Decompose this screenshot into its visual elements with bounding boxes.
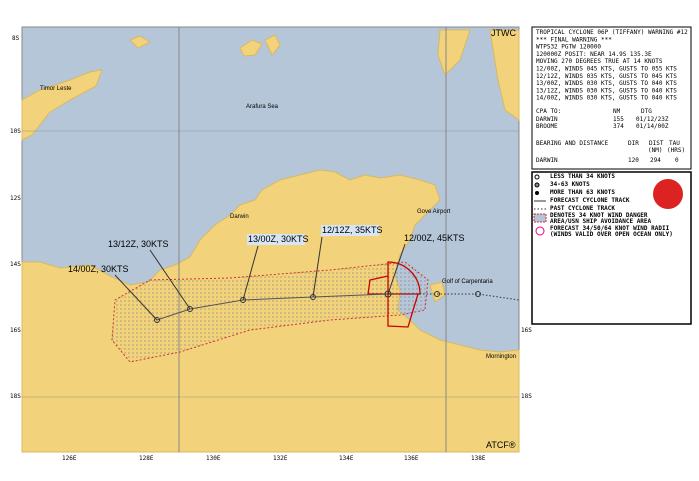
label-bg <box>321 225 379 236</box>
land <box>239 39 263 57</box>
lon-label: 138E <box>471 455 486 462</box>
info-text: 12/12Z, WINDS 035 KTS, GUSTS TO 045 KTS <box>536 73 677 80</box>
legend-text: DENOTES 34 KNOT WIND DANGER <box>550 212 648 219</box>
place-label: Mornington <box>486 354 516 360</box>
legend-text: 34-63 KNOTS <box>550 181 590 188</box>
lat-label: 10S <box>10 128 21 135</box>
land <box>129 35 152 49</box>
lat-label: 16S <box>521 327 532 334</box>
lon-label: 130E <box>206 455 221 462</box>
info-text: (HRS) <box>667 147 685 154</box>
legend-text: FORECAST CYCLONE TRACK <box>550 197 630 204</box>
lat-label: 14S <box>10 261 21 268</box>
track-point <box>384 290 392 298</box>
legend-text: AREA/USN SHIP AVOIDANCE AREA <box>550 218 652 225</box>
lon-label: 134E <box>339 455 354 462</box>
agency-label: JTWC <box>491 28 516 38</box>
legend-symbol <box>535 226 545 236</box>
forecast-label: 13/00Z, 30KTS <box>248 234 309 244</box>
info-text: TAU <box>669 140 680 147</box>
lon-label: 136E <box>404 455 419 462</box>
info-text: 294 <box>650 157 661 164</box>
wind-radii <box>367 261 421 328</box>
legend-symbol <box>534 182 540 188</box>
info-text: BEARING AND DISTANCE <box>536 140 609 147</box>
info-text: 120 <box>628 157 639 164</box>
track-point <box>187 306 193 312</box>
info-text: *** FINAL WARNING *** <box>536 36 612 43</box>
info-text: BROOME <box>536 123 558 130</box>
place-label: Darwin <box>230 214 249 220</box>
info-text: CPA TO: <box>536 108 561 115</box>
land <box>264 34 281 56</box>
legend-text: (WINDS VALID OVER OPEN OCEAN ONLY) <box>550 231 673 238</box>
legend-text: FORECAST 34/50/64 KNOT WIND RADII <box>550 225 670 232</box>
info-text: DARWIN <box>536 157 558 164</box>
footer-label: ATCF® <box>486 440 516 450</box>
legend-symbol <box>533 213 547 223</box>
info-text: DARWIN <box>536 116 558 123</box>
info-box: TROPICAL CYCLONE 06P (TIFFANY) WARNING #… <box>531 26 692 170</box>
past-track <box>388 293 520 301</box>
lat-label: 8S <box>12 35 20 42</box>
leader-line <box>149 249 191 310</box>
leader-line <box>312 236 323 298</box>
info-text: WTPS32 PGTW 120000 <box>536 44 601 51</box>
leader-line <box>387 243 406 295</box>
forecast-label: 12/00Z, 45KTS <box>404 233 465 243</box>
info-text: DTG <box>641 108 652 115</box>
legend-text: LESS THAN 34 KNOTS <box>550 173 615 180</box>
logo <box>653 179 683 209</box>
lon-label: 128E <box>139 455 154 462</box>
info-text: NM <box>613 108 621 115</box>
place-label: Arafura Sea <box>246 104 279 110</box>
legend-symbol <box>534 174 540 180</box>
legend-text: PAST CYCLONE TRACK <box>550 205 615 212</box>
info-text: MOVING 270 DEGREES TRUE AT 14 KNOTS <box>536 58 663 65</box>
info-text: TROPICAL CYCLONE 06P (TIFFANY) WARNING #… <box>536 29 688 36</box>
forecast-label: 14/00Z, 30KTS <box>68 264 129 274</box>
forecast-label: 13/12Z, 30KTS <box>108 239 169 249</box>
info-text: 13/00Z, WINDS 030 KTS, GUSTS TO 040 KTS <box>536 80 677 87</box>
info-text: 374 <box>613 123 624 130</box>
lat-label: 18S <box>521 393 532 400</box>
map: 12/00Z, 45KTS 12/12Z, 35KTS 13/00Z, 30KT… <box>10 26 532 462</box>
label-bg <box>247 234 305 245</box>
land <box>21 69 103 141</box>
info-frame <box>531 26 692 170</box>
lon-label: 126E <box>62 455 77 462</box>
danger-area <box>111 261 429 363</box>
lon-label: 132E <box>273 455 288 462</box>
track-point <box>475 291 481 297</box>
info-text: DIR <box>628 140 639 147</box>
info-text: 01/12/23Z <box>636 116 669 123</box>
info-text: (NM) <box>648 147 662 154</box>
info-text: 120000Z POSIT: NEAR 14.9S 135.3E <box>536 51 652 58</box>
info-text: DIST <box>649 140 664 147</box>
legend-text: MORE THAN 63 KNOTS <box>550 189 615 196</box>
land <box>489 29 520 121</box>
info-text: 13/12Z, WINDS 030 KTS, GUSTS TO 040 KTS <box>536 87 677 94</box>
track-point <box>240 297 246 303</box>
track-point <box>434 291 440 297</box>
place-label: Gove Airport <box>417 209 451 215</box>
leader-line <box>242 245 259 301</box>
info-text: 01/14/00Z <box>636 123 669 130</box>
lat-label: 16S <box>10 327 21 334</box>
legend-symbol <box>535 191 539 195</box>
forecast-label: 12/12Z, 35KTS <box>322 225 383 235</box>
place-label: Timor Leste <box>40 86 72 92</box>
place-label: Golf of Carpentaria <box>442 279 493 285</box>
info-text: 12/00Z, WINDS 045 KTS, GUSTS TO 055 KTS <box>536 66 677 73</box>
lat-label: 18S <box>10 393 21 400</box>
track-point <box>154 317 160 323</box>
info-text: 14/00Z, WINDS 030 KTS, GUSTS TO 040 KTS <box>536 95 677 102</box>
info-text: 155 <box>613 116 624 123</box>
leader-line <box>114 274 158 321</box>
lat-label: 12S <box>10 195 21 202</box>
info-text: 0 <box>675 157 679 164</box>
